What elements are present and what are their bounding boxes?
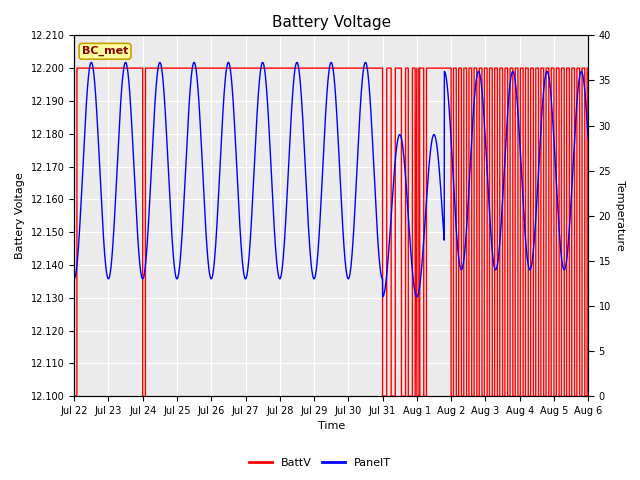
X-axis label: Time: Time [317, 421, 345, 432]
Text: BC_met: BC_met [82, 46, 128, 57]
Legend: BattV, PanelT: BattV, PanelT [245, 453, 395, 472]
Y-axis label: Temperature: Temperature [615, 180, 625, 251]
Y-axis label: Battery Voltage: Battery Voltage [15, 172, 25, 259]
Title: Battery Voltage: Battery Voltage [271, 15, 391, 30]
